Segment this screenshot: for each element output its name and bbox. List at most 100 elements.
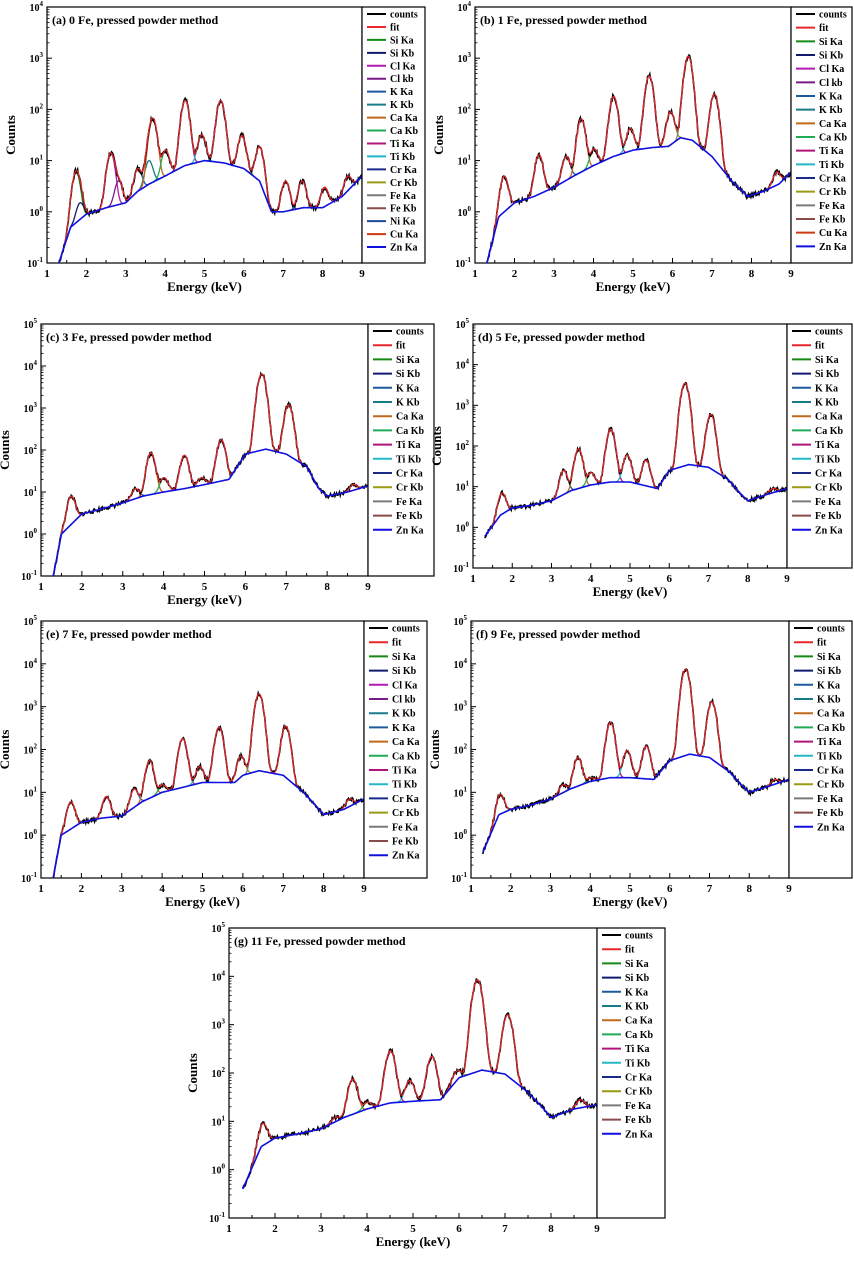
y-tick-label: 10-1: [455, 256, 471, 270]
legend-entry: Cr Kb: [817, 780, 845, 791]
legend-entry: Ca Ka: [390, 113, 418, 124]
x-tick-label: 3: [120, 581, 126, 593]
legend-entry: Ti Kb: [625, 1058, 651, 1069]
x-tick-label: 9: [365, 581, 371, 593]
y-tick-label: 105: [212, 921, 226, 935]
legend-entry: Cl Ka: [390, 61, 415, 72]
legend-entry: Cr Ka: [625, 1073, 652, 1084]
legend-entry: Fe Ka: [815, 497, 841, 508]
legend-entry: Cl kb: [390, 74, 414, 85]
x-tick-label: 4: [161, 581, 167, 593]
y-tick-label: 104: [458, 0, 472, 14]
x-axis-label: Energy (keV): [593, 584, 668, 599]
x-tick-label: 3: [119, 883, 125, 895]
legend-entry: Cu Ka: [819, 228, 847, 239]
x-tick-label: 3: [123, 268, 129, 280]
y-tick-label: 100: [456, 520, 470, 534]
legend-entry: fit: [815, 341, 825, 352]
legend-entry: Ca Kb: [396, 426, 425, 437]
legend-entry: Ti Kb: [817, 751, 843, 762]
y-tick-label: 104: [30, 0, 44, 14]
legend: counts fit Si Ka Si Kb Cl Ka Cl kb K Kb K Ka Ca …: [363, 620, 428, 879]
legend-entry: Ti Ka: [819, 146, 844, 157]
legend-entry: Cl kb: [392, 695, 416, 706]
legend-entry: Zn Ka: [815, 525, 843, 536]
legend-entry: Si Kb: [390, 48, 415, 59]
legend-entry: Si Ka: [817, 652, 841, 663]
legend-entry: K Kb: [815, 398, 839, 409]
legend-box: [788, 620, 853, 879]
legend-entry: counts: [819, 10, 847, 21]
legend: counts fit Si Ka Si Kb K Ka K Kb Ca Ka Ca Kb Ti …: [367, 323, 435, 577]
legend-entry: Ca Kb: [815, 426, 844, 437]
x-tick-label: 1: [38, 581, 44, 593]
legend-entry: fit: [390, 22, 400, 33]
x-tick-label: 2: [512, 268, 518, 280]
legend-entry: fit: [819, 23, 829, 34]
y-tick-label: 102: [454, 743, 468, 757]
x-tick-label: 2: [79, 581, 85, 593]
y-axis-label: Counts: [427, 730, 442, 770]
legend-entry: K Kb: [390, 100, 414, 111]
x-tick-label: 9: [359, 268, 365, 280]
y-tick-label: 100: [458, 205, 472, 219]
legend-entry: Ti Kb: [390, 152, 416, 163]
y-tick-label: 101: [24, 485, 38, 499]
x-tick-label: 5: [630, 268, 636, 280]
y-tick-label: 102: [24, 743, 38, 757]
y-tick-label: 101: [212, 1114, 226, 1128]
x-tick-label: 6: [243, 581, 249, 593]
legend-entry: Si Ka: [392, 652, 416, 663]
background-line: [484, 463, 787, 537]
legend-entry: Si Ka: [815, 355, 839, 366]
legend-entry: Si Kb: [815, 369, 840, 380]
y-tick-label: 104: [24, 359, 38, 373]
legend-entry: Cr Kb: [819, 187, 847, 198]
panel-title: (b) 1 Fe, pressed powder method: [480, 13, 647, 27]
legend-box: [786, 323, 853, 569]
x-tick-label: 1: [470, 573, 476, 585]
legend-entry: Ca Ka: [819, 119, 847, 130]
y-tick-label: 103: [30, 51, 44, 65]
y-tick-label: 101: [458, 154, 472, 168]
legend-entry: Si Ka: [396, 355, 420, 366]
y-axis-label: Counts: [431, 115, 446, 155]
legend-box: [363, 620, 428, 879]
x-tick-label: 8: [321, 883, 327, 895]
legend-entry: Cl Ka: [392, 680, 417, 691]
x-axis-label: Energy (keV): [167, 279, 242, 294]
x-tick-label: 7: [281, 883, 287, 895]
y-tick-label: 105: [454, 614, 468, 628]
y-tick-label: 101: [456, 480, 470, 494]
legend-entry: Cr Kb: [392, 808, 420, 819]
legend-entry: Cr Ka: [392, 794, 419, 805]
y-tick-label: 10-1: [451, 871, 467, 885]
x-axis-label: Energy (keV): [593, 894, 668, 909]
legend-box: [596, 927, 666, 1219]
panel-title: (a) 0 Fe, pressed powder method: [52, 13, 219, 27]
legend-entry: K Ka: [819, 92, 842, 103]
panel-b: 1 2 3 4 5 6 7 8 9 10-1 100 101 102 103 104 Energy (keV)…: [431, 0, 853, 294]
legend-entry: K Kb: [392, 709, 416, 720]
x-tick-label: 4: [591, 268, 597, 280]
panel-title: (e) 7 Fe, pressed powder method: [46, 627, 212, 641]
legend-entry: Ca Ka: [396, 412, 424, 423]
y-tick-label: 100: [24, 828, 38, 842]
panel-e: 1 2 3 4 5 6 7 8 9 10-1 100 101 102 103 104 105 Energy (k…: [0, 614, 428, 909]
legend: counts fit Si Ka Si Kb K Ka K Kb Ca Ka Ca Kb Ti …: [596, 927, 666, 1219]
x-tick-label: 6: [667, 883, 673, 895]
curves: [486, 53, 791, 263]
legend-entry: counts: [392, 624, 420, 635]
legend-entry: Ca Ka: [815, 412, 843, 423]
legend-entry: Fe Kb: [625, 1115, 652, 1126]
panel-title: (d) 5 Fe, pressed powder method: [478, 330, 645, 344]
legend-entry: Si Kb: [817, 666, 842, 677]
x-tick-label: 8: [548, 1223, 554, 1235]
y-tick-label: 103: [24, 401, 38, 415]
x-tick-label: 7: [709, 268, 715, 280]
x-tick-label: 3: [318, 1223, 324, 1235]
y-tick-label: 103: [456, 398, 470, 412]
